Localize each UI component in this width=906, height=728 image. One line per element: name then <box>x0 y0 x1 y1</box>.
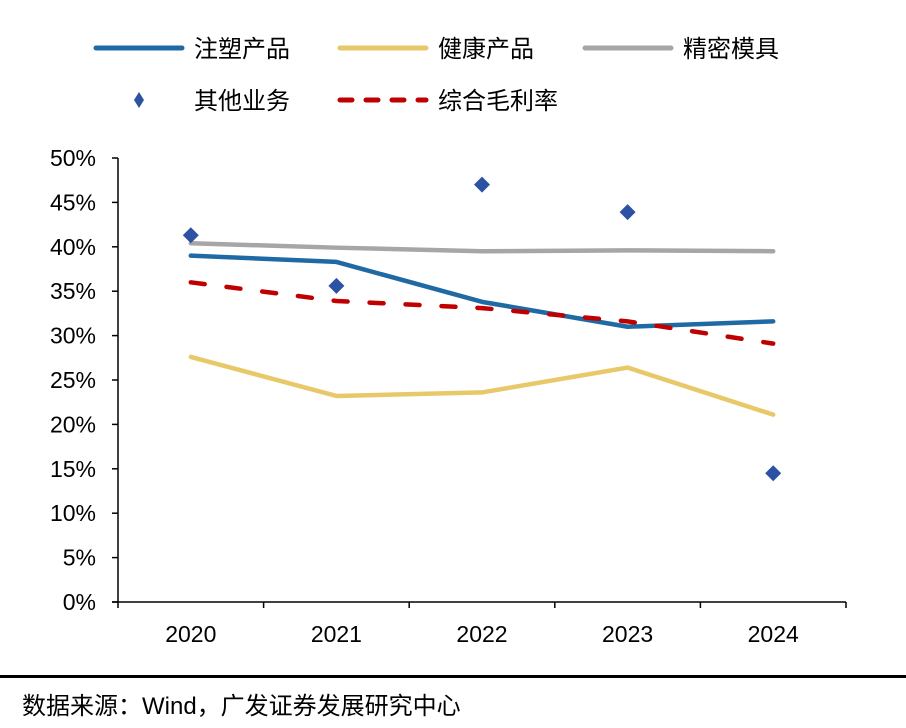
y-tick-label: 50% <box>50 145 96 171</box>
legend-swatch-marker <box>134 92 144 108</box>
y-tick-label: 45% <box>50 189 96 215</box>
legend-label: 健康产品 <box>438 35 534 63</box>
y-tick-label: 20% <box>50 411 96 437</box>
x-tick-label: 2021 <box>311 621 362 647</box>
y-tick-label: 30% <box>50 323 96 349</box>
series-layer <box>182 176 782 482</box>
other-business-point <box>619 204 636 221</box>
series-0-line <box>188 253 776 329</box>
y-tick-label: 35% <box>50 278 96 304</box>
y-tick-label: 15% <box>50 456 96 482</box>
other-business-point <box>328 277 345 294</box>
y-tick-label: 10% <box>50 500 96 526</box>
legend-label: 综合毛利率 <box>438 87 558 115</box>
other-business-point <box>474 176 490 193</box>
legend-label: 其他业务 <box>194 87 290 115</box>
source-note: 数据来源：Wind，广发证券发展研究中心 <box>22 686 461 721</box>
other-business-point <box>765 465 782 482</box>
source-prefix: 数据来源： <box>22 692 142 720</box>
legend-label: 注塑产品 <box>194 35 290 63</box>
axes: 0% 5% 10% 15% 20% 25% 30% 35% 40% 45% 50% 2020 2021 2… <box>50 145 847 647</box>
series-2-line <box>188 240 776 254</box>
series-4-line <box>188 280 776 346</box>
y-tick-label: 5% <box>63 545 96 571</box>
legend-label: 精密模具 <box>683 35 779 63</box>
source-suffix: ，广发证券发展研究中心 <box>196 692 461 720</box>
x-tick-label: 2022 <box>456 621 507 647</box>
x-tick-label: 2020 <box>165 621 216 647</box>
y-tick-label: 0% <box>63 589 96 615</box>
y-tick-label: 25% <box>50 367 96 393</box>
source-name: Wind <box>142 693 197 720</box>
footer-divider <box>0 675 906 678</box>
other-business-point <box>182 227 199 244</box>
x-tick-label: 2024 <box>748 621 799 647</box>
series-1-line <box>188 354 776 417</box>
y-tick-label: 40% <box>50 234 96 260</box>
x-tick-label: 2023 <box>602 621 653 647</box>
